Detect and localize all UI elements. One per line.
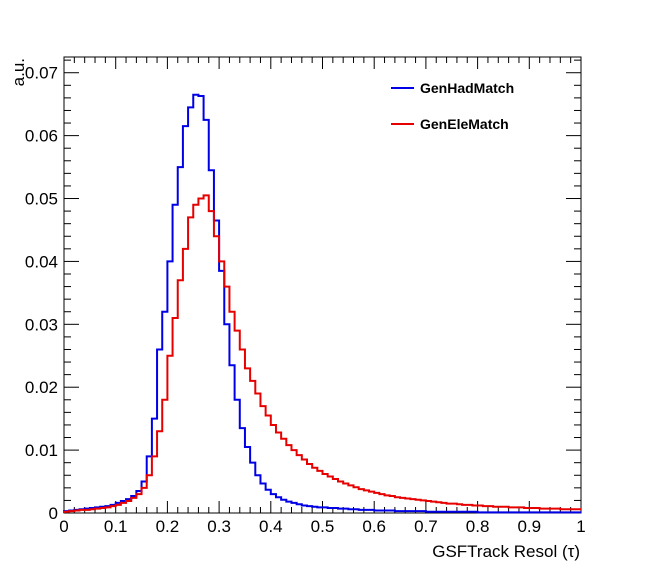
legend: GenHadMatch GenEleMatch	[391, 80, 514, 132]
y-tick-label: 0.03	[25, 315, 58, 334]
x-tick-label: 0.7	[414, 517, 438, 536]
y-tick-label: 0.05	[25, 190, 58, 209]
y-axis-title: a.u.	[9, 58, 28, 86]
y-tick-label: 0.02	[25, 378, 58, 397]
x-tick-label: 0.1	[104, 517, 128, 536]
legend-label-genhadmatch: GenHadMatch	[420, 80, 514, 96]
y-tick-label: 0.06	[25, 127, 58, 146]
y-axis-ticks: 0 0.01 0.02 0.03 0.04 0.05 0.06 0.07	[25, 59, 581, 523]
y-tick-label: 0.04	[25, 252, 58, 271]
x-tick-label: 0.6	[362, 517, 386, 536]
x-tick-label: 0.5	[311, 517, 335, 536]
x-axis-ticks: 0 0.1 0.2 0.3 0.4 0.5 0.6 0.7 0.8 0.9 1	[59, 57, 586, 536]
x-axis-title: GSFTrack Resol (τ)	[432, 542, 580, 561]
x-tick-label: 0.9	[517, 517, 541, 536]
y-tick-label: 0.07	[25, 64, 58, 83]
series-genhadmatch-line	[63, 93, 581, 514]
x-tick-label: 0.8	[466, 517, 490, 536]
x-tick-label: 0.2	[156, 517, 180, 536]
series-layer	[63, 93, 581, 514]
x-tick-label: 0.3	[207, 517, 231, 536]
y-tick-label: 0	[49, 504, 58, 523]
x-tick-label: 0	[59, 517, 68, 536]
x-tick-label: 0.4	[259, 517, 283, 536]
x-tick-label: 1	[576, 517, 585, 536]
y-tick-label: 0.01	[25, 441, 58, 460]
series-genelematch-line	[63, 194, 581, 513]
legend-label-genelematch: GenEleMatch	[420, 116, 509, 132]
